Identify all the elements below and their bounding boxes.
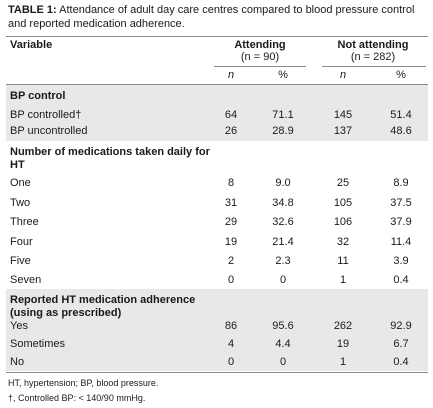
cell-attending-n: 86 — [224, 320, 238, 332]
section-band-adherence — [6, 289, 428, 371]
cell-attending-n: 19 — [224, 236, 238, 248]
section-band-bp — [6, 85, 428, 141]
table-row: No 0 0 1 0.4 — [0, 356, 433, 372]
row-label: Four — [10, 236, 33, 248]
attending-underline — [214, 66, 306, 67]
caption-text: Attendance of adult day care centres com… — [8, 4, 415, 30]
cell-attending-n: 64 — [224, 109, 238, 121]
cell-not-attending-n: 11 — [337, 255, 349, 267]
cell-attending-n: 0 — [227, 356, 235, 368]
cell-not-attending-pct: 48.6 — [390, 125, 412, 137]
cell-not-attending-pct: 6.7 — [393, 338, 409, 350]
cell-not-attending-pct: 37.5 — [390, 197, 412, 209]
table-row: Sometimes 4 4.4 19 6.7 — [0, 338, 433, 354]
cell-attending-pct: 28.9 — [272, 125, 294, 137]
cell-not-attending-pct: 3.9 — [393, 255, 409, 267]
header-rule — [6, 84, 428, 85]
table-row: BP uncontrolled 26 28.9 137 48.6 — [0, 125, 433, 141]
attending-header: Attending (n = 90) — [225, 39, 295, 63]
row-label: Two — [10, 197, 31, 209]
table-row: Three 29 32.6 106 37.9 — [0, 216, 433, 232]
cell-attending-n: 2 — [227, 255, 235, 267]
row-label: One — [10, 177, 31, 189]
cell-not-attending-pct: 0.4 — [393, 356, 409, 368]
row-label: Seven — [10, 274, 42, 286]
cell-attending-pct: 32.6 — [272, 216, 294, 228]
table-row: BP controlled† 64 71.1 145 51.4 — [0, 109, 433, 125]
cell-not-attending-pct: 37.9 — [390, 216, 412, 228]
cell-attending-pct: 34.8 — [272, 197, 294, 209]
top-rule — [6, 36, 428, 37]
section-title-bp: BP control — [10, 90, 66, 102]
cell-attending-pct: 95.6 — [272, 320, 294, 332]
cell-attending-n: 4 — [227, 338, 235, 350]
table-row: One 8 9.0 25 8.9 — [0, 177, 433, 193]
variable-header: Variable — [10, 39, 53, 51]
cell-not-attending-n: 262 — [333, 320, 353, 332]
cell-not-attending-pct: 8.9 — [393, 177, 409, 189]
table-caption: TABLE 1: Attendance of adult day care ce… — [8, 3, 428, 31]
table-row: Yes 86 95.6 262 92.9 — [0, 320, 433, 336]
attending-title: Attending — [234, 39, 286, 51]
cell-not-attending-n: 19 — [336, 338, 350, 350]
cell-attending-n: 29 — [224, 216, 238, 228]
col-pct-not-attending: % — [396, 69, 406, 81]
cell-not-attending-pct: 92.9 — [390, 320, 412, 332]
row-label: Sometimes — [10, 338, 66, 350]
cell-attending-pct: 4.4 — [275, 338, 291, 350]
cell-not-attending-n: 32 — [336, 236, 350, 248]
col-pct-attending: % — [278, 69, 288, 81]
row-label: BP uncontrolled — [10, 125, 88, 137]
bottom-rule — [6, 372, 428, 373]
col-n-not-attending: n — [339, 69, 347, 81]
cell-not-attending-pct: 51.4 — [390, 109, 412, 121]
row-label: No — [10, 356, 25, 368]
cell-attending-n: 8 — [227, 177, 235, 189]
table-row: Two 31 34.8 105 37.5 — [0, 197, 433, 213]
caption-label: TABLE 1: — [8, 4, 57, 16]
footnote-abbreviations: HT, hypertension; BP, blood pressure. — [8, 378, 159, 388]
not-attending-title: Not attending — [337, 39, 409, 51]
cell-not-attending-n: 105 — [333, 197, 353, 209]
table-row: Five 2 2.3 11 3.9 — [0, 255, 433, 271]
cell-attending-n: 26 — [224, 125, 238, 137]
cell-attending-pct: 9.0 — [275, 177, 291, 189]
cell-not-attending-n: 137 — [333, 125, 353, 137]
not-attending-header: Not attending (n = 282) — [325, 39, 421, 63]
not-attending-underline — [322, 66, 426, 67]
row-label: Five — [10, 255, 31, 267]
cell-not-attending-pct: 11.4 — [390, 236, 412, 248]
row-label: Yes — [10, 320, 28, 332]
section-title-meds: Number of medications taken daily for HT — [10, 146, 210, 171]
attending-n: (n = 90) — [240, 51, 280, 63]
table-row: Seven 0 0 1 0.4 — [0, 274, 433, 290]
cell-attending-pct: 21.4 — [272, 236, 294, 248]
cell-not-attending-n: 25 — [336, 177, 350, 189]
cell-not-attending-n: 106 — [333, 216, 353, 228]
cell-attending-pct: 0 — [279, 274, 287, 286]
cell-attending-n: 31 — [224, 197, 238, 209]
cell-attending-pct: 2.3 — [275, 255, 291, 267]
not-attending-n: (n = 282) — [350, 51, 396, 63]
table-row: Four 19 21.4 32 11.4 — [0, 236, 433, 252]
cell-attending-pct: 0 — [279, 356, 287, 368]
row-label: Three — [10, 216, 39, 228]
footnote-dagger: †, Controlled BP: < 140/90 mmHg. — [8, 393, 146, 403]
cell-attending-pct: 71.1 — [272, 109, 294, 121]
cell-not-attending-n: 1 — [339, 274, 347, 286]
cell-not-attending-pct: 0.4 — [393, 274, 409, 286]
cell-attending-n: 0 — [227, 274, 235, 286]
col-n-attending: n — [227, 69, 235, 81]
cell-not-attending-n: 1 — [339, 356, 347, 368]
section-title-adherence: Reported HT medication adherence (using … — [10, 294, 196, 319]
row-label: BP controlled† — [10, 109, 82, 121]
cell-not-attending-n: 145 — [333, 109, 353, 121]
